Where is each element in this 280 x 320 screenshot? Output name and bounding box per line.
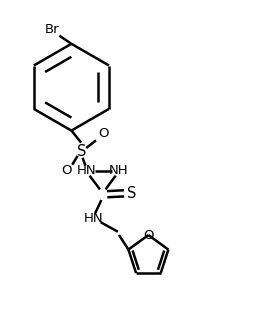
Text: HN: HN	[77, 164, 97, 177]
Text: O: O	[98, 127, 109, 140]
Text: S: S	[127, 186, 136, 201]
Text: O: O	[61, 164, 72, 177]
Text: NH: NH	[109, 164, 129, 177]
Text: O: O	[143, 228, 154, 242]
Text: Br: Br	[45, 23, 59, 36]
Text: S: S	[76, 144, 86, 159]
Text: HN: HN	[84, 212, 104, 225]
